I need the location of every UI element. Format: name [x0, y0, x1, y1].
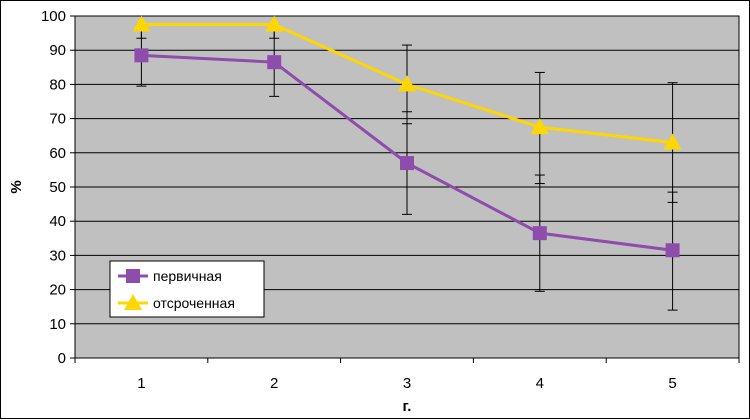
- x-tick-label: 4: [536, 375, 544, 392]
- y-axis-title: %: [8, 180, 25, 193]
- series-point-square: [267, 55, 282, 70]
- axes: [74, 16, 740, 363]
- x-axis-title: г.: [403, 398, 412, 415]
- series-point-triangle: [530, 118, 549, 135]
- y-tick-label: 10: [49, 316, 66, 333]
- y-tick-label: 40: [49, 213, 66, 230]
- series-point-square: [665, 243, 680, 258]
- y-tick-label: 0: [58, 350, 66, 367]
- y-tick-labels: 0 10 20 30 40 50 60 70 80 90 100: [41, 8, 66, 367]
- series-point-triangle: [132, 15, 151, 32]
- y-tick-label: 100: [41, 8, 66, 25]
- legend-label: первичная: [153, 268, 222, 284]
- x-tick-label: 1: [137, 375, 145, 392]
- y-tick-label: 90: [49, 42, 66, 59]
- legend-marker: [126, 269, 140, 283]
- series-markers: [132, 15, 682, 258]
- series-point-triangle: [663, 133, 682, 150]
- legend-label: отсроченная: [153, 295, 235, 311]
- series-point-triangle: [398, 75, 416, 92]
- series-point-triangle: [265, 15, 284, 32]
- x-tick-label: 5: [668, 375, 676, 392]
- series-point-square: [134, 48, 149, 63]
- y-tick-label: 20: [49, 282, 66, 299]
- x-tick-labels: 1 2 3 4 5: [137, 375, 677, 392]
- y-tick-label: 70: [49, 111, 66, 128]
- legend: первичная отсроченная: [109, 260, 265, 318]
- series-point-square: [532, 226, 547, 241]
- x-tick-label: 3: [403, 375, 411, 392]
- y-tick-label: 60: [49, 145, 66, 162]
- legend-items: первичная отсроченная: [118, 268, 235, 311]
- y-tick-label: 30: [49, 247, 66, 264]
- series-point-square: [400, 156, 414, 171]
- x-tick-label: 2: [270, 375, 278, 392]
- legend-marker: [124, 294, 142, 310]
- y-tick-label: 50: [49, 179, 66, 196]
- y-tick-label: 80: [49, 76, 66, 93]
